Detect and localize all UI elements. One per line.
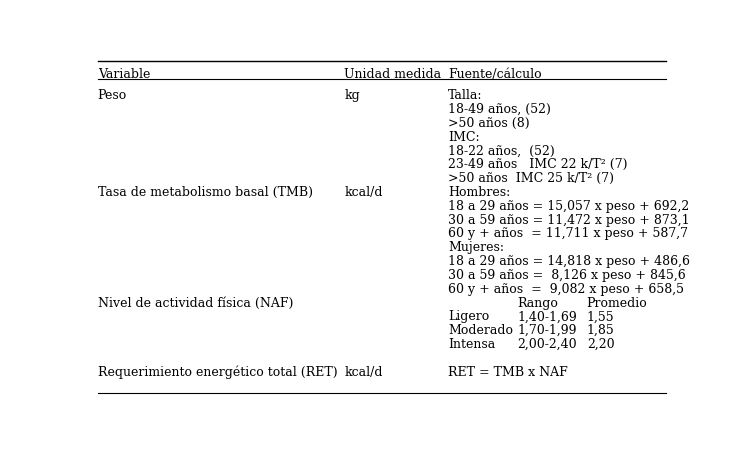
Text: Variable: Variable (98, 68, 150, 81)
Text: Requerimiento energético total (RET): Requerimiento energético total (RET) (98, 366, 337, 379)
Text: Talla:: Talla: (448, 89, 483, 102)
Text: 18-49 años, (52): 18-49 años, (52) (448, 103, 551, 116)
Text: 2,20: 2,20 (587, 338, 615, 351)
Text: IMC:: IMC: (448, 131, 480, 144)
Text: Ligero: Ligero (448, 310, 489, 323)
Text: 1,70-1,99: 1,70-1,99 (518, 324, 577, 337)
Text: 60 y + años  = 11,711 x peso + 587,7: 60 y + años = 11,711 x peso + 587,7 (448, 228, 688, 240)
Text: 18 a 29 años = 15,057 x peso + 692,2: 18 a 29 años = 15,057 x peso + 692,2 (448, 200, 689, 213)
Text: 60 y + años  =  9,082 x peso + 658,5: 60 y + años = 9,082 x peso + 658,5 (448, 283, 684, 296)
Text: >50 años (8): >50 años (8) (448, 117, 530, 130)
Text: Promedio: Promedio (587, 297, 647, 309)
Text: Mujeres:: Mujeres: (448, 241, 504, 254)
Text: 2,00-2,40: 2,00-2,40 (518, 338, 577, 351)
Text: Peso: Peso (98, 89, 127, 102)
Text: Tasa de metabolismo basal (TMB): Tasa de metabolismo basal (TMB) (98, 186, 313, 199)
Text: 23-49 años   IMC 22 k/T² (7): 23-49 años IMC 22 k/T² (7) (448, 158, 628, 171)
Text: RET = TMB x NAF: RET = TMB x NAF (448, 366, 568, 379)
Text: 30 a 59 años = 11,472 x peso + 873,1: 30 a 59 años = 11,472 x peso + 873,1 (448, 214, 690, 227)
Text: >50 años  IMC 25 k/T² (7): >50 años IMC 25 k/T² (7) (448, 172, 614, 185)
Text: 1,40-1,69: 1,40-1,69 (518, 310, 577, 323)
Text: 18-22 años,  (52): 18-22 años, (52) (448, 145, 555, 158)
Text: kcal/d: kcal/d (344, 366, 383, 379)
Text: Unidad medida: Unidad medida (344, 68, 441, 81)
Text: Hombres:: Hombres: (448, 186, 510, 199)
Text: 1,55: 1,55 (587, 310, 615, 323)
Text: Moderado: Moderado (448, 324, 513, 337)
Text: 1,85: 1,85 (587, 324, 615, 337)
Text: Rango: Rango (518, 297, 558, 309)
Text: Nivel de actividad física (NAF): Nivel de actividad física (NAF) (98, 297, 293, 309)
Text: 18 a 29 años = 14,818 x peso + 486,6: 18 a 29 años = 14,818 x peso + 486,6 (448, 255, 690, 268)
Text: Fuente/cálculo: Fuente/cálculo (448, 68, 542, 81)
Text: kg: kg (344, 89, 360, 102)
Text: 30 a 59 años =  8,126 x peso + 845,6: 30 a 59 años = 8,126 x peso + 845,6 (448, 269, 686, 282)
Text: Intensa: Intensa (448, 338, 495, 351)
Text: kcal/d: kcal/d (344, 186, 383, 199)
